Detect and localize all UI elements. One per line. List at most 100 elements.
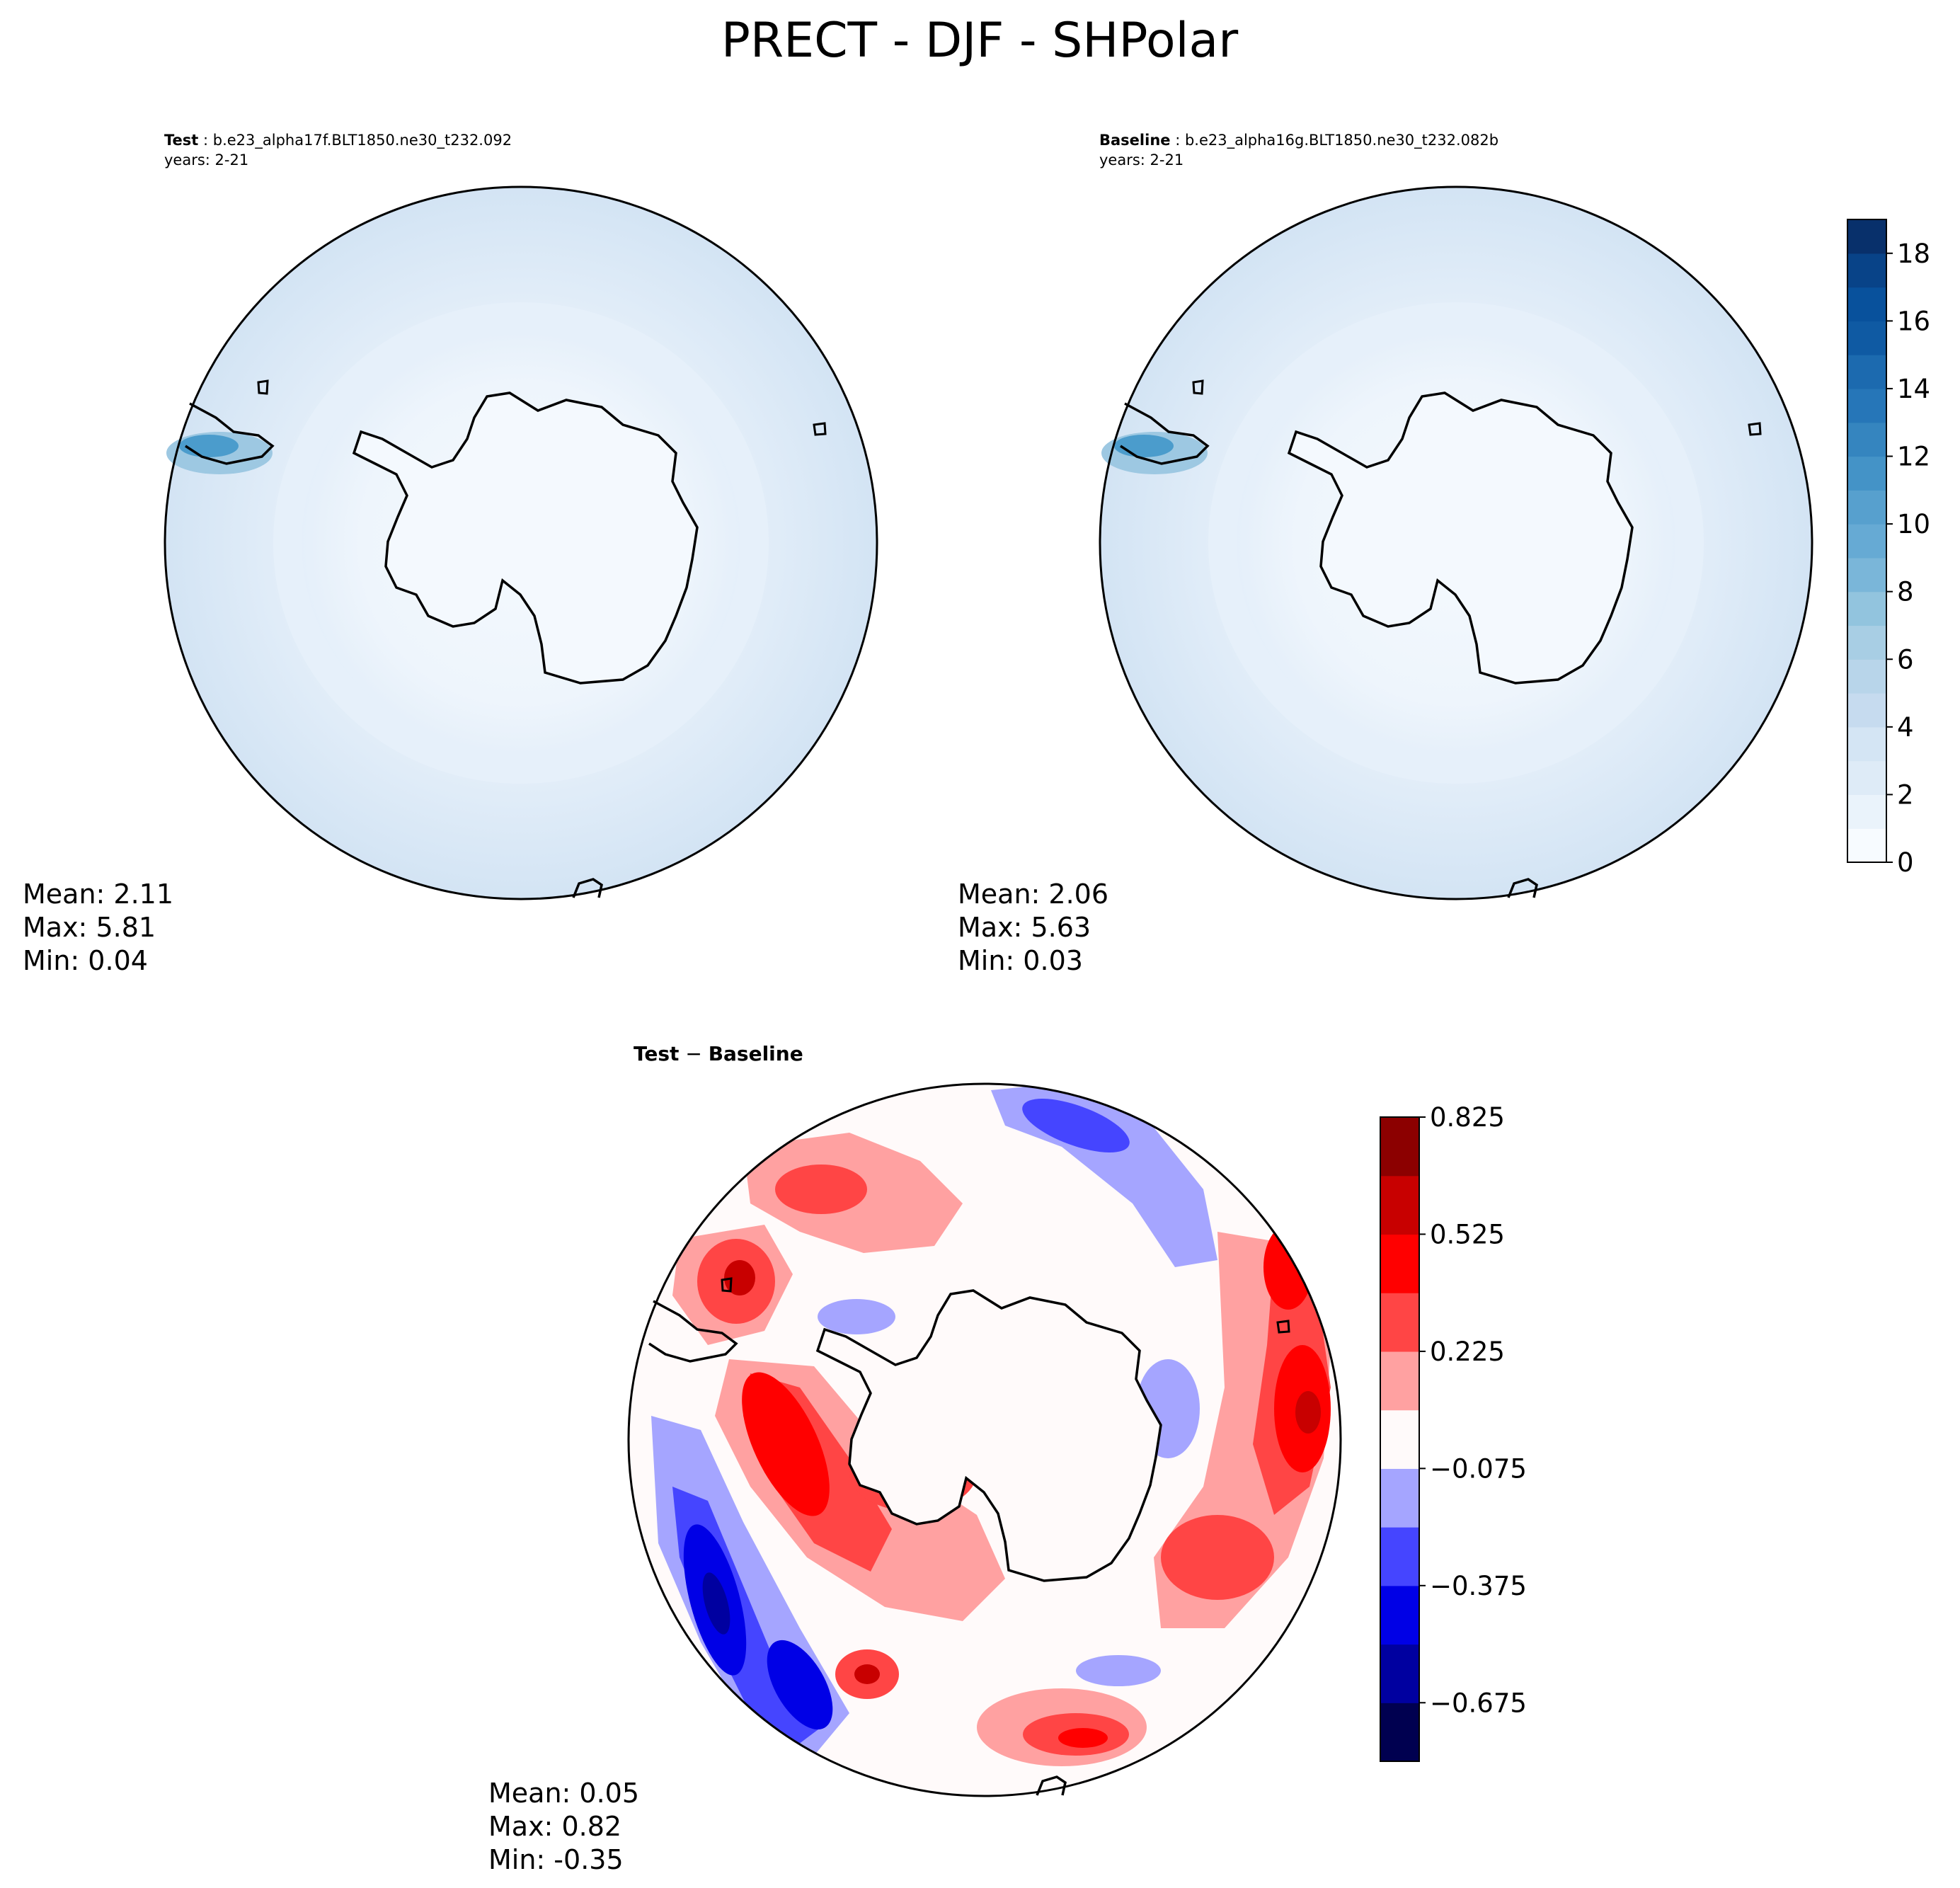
test-label-case: : b.e23_alpha17f.BLT1850.ne30_t232.092 [198, 132, 512, 149]
test-max: Max: 5.81 [23, 912, 156, 943]
difference-map [627, 1082, 1342, 1797]
blues-colorbar-band-10 [1847, 490, 1886, 525]
baseline-antarctica-coastline [1287, 391, 1634, 685]
seismic-colorbar-ticks: 0.825 0.525 0.225 −0.075 −0.375 −0.675 [1419, 1102, 1527, 1718]
blues-colorbar-band-4 [1847, 693, 1886, 728]
blues-colorbar-frame [1847, 219, 1887, 863]
blues-colorbar-band-13 [1847, 388, 1886, 423]
neg-patch-nw [818, 1299, 895, 1334]
baseline-band-inner [1208, 302, 1704, 784]
blues-colorbar-bands [1847, 219, 1886, 863]
test-antarctica-coastline [352, 391, 699, 685]
blues-colorbar-band-9 [1847, 524, 1886, 559]
blues-colorbar-tick-label-5: 10 [1897, 509, 1930, 539]
blues-colorbar-tick-label-8: 16 [1897, 306, 1930, 336]
difference-label-minus: − [679, 1042, 708, 1065]
baseline-south-america-coastline [1120, 402, 1210, 465]
seismic-colorbar-band-2 [1380, 1585, 1419, 1645]
blues-colorbar-band-6 [1847, 625, 1886, 660]
difference-mean: Mean: 0.05 [488, 1778, 639, 1809]
difference-max: Max: 0.82 [488, 1811, 621, 1842]
baseline-label-case: : b.e23_alpha16g.BLT1850.ne30_t232.082b [1171, 132, 1499, 149]
blues-colorbar-band-17 [1847, 253, 1886, 288]
pos-patch-w-max [724, 1260, 755, 1295]
pos-patch-ssw-core [854, 1664, 880, 1684]
seismic-colorbar-bands [1380, 1117, 1419, 1762]
blues-colorbar-band-15 [1847, 321, 1886, 355]
baseline-min: Min: 0.03 [958, 945, 1083, 976]
difference-label-test: Test [634, 1042, 679, 1065]
neg-patch-sw2 [767, 1640, 833, 1730]
seismic-colorbar-tick-label-2: 0.225 [1430, 1337, 1505, 1367]
baseline-map-border [1099, 185, 1813, 900]
test-band-inner [273, 302, 769, 784]
pos-band-sw-max [742, 1372, 830, 1516]
baseline-panel: Baseline : b.e23_alpha16g.BLT1850.ne30_t… [958, 132, 1813, 976]
seismic-colorbar-tick-label-4: −0.375 [1430, 1571, 1527, 1601]
test-map-border [164, 185, 878, 900]
test-map [164, 185, 878, 900]
test-south-america-coastline [185, 402, 275, 465]
neg-band-sw-peak [702, 1572, 730, 1635]
blues-colorbar-tick-label-0: 0 [1897, 847, 1914, 878]
seismic-colorbar-band-10 [1380, 1117, 1419, 1177]
test-island-ne [813, 422, 827, 436]
difference-map-border [627, 1082, 1342, 1797]
baseline-island-ne [1748, 422, 1762, 436]
baseline-mean: Mean: 2.06 [958, 879, 1108, 910]
blues-colorbar-band-0 [1847, 828, 1886, 863]
pos-patch-nw-core [775, 1165, 867, 1214]
baseline-panel-years: years: 2-21 [1099, 151, 1184, 168]
blues-colorbar: 0 2 4 6 8 10 12 14 16 18 [1847, 219, 1930, 878]
blues-colorbar-band-8 [1847, 557, 1886, 593]
difference-panel-label: Test − Baseline [634, 1042, 803, 1065]
baseline-max: Max: 5.63 [958, 912, 1091, 943]
seismic-colorbar-tick-label-1: 0.525 [1430, 1219, 1505, 1249]
seismic-colorbar-band-4 [1380, 1468, 1419, 1528]
blues-colorbar-band-14 [1847, 355, 1886, 389]
baseline-island-w [1192, 379, 1204, 395]
seismic-colorbar-band-6 [1380, 1351, 1419, 1411]
blues-colorbar-tick-label-4: 8 [1897, 577, 1914, 607]
seismic-colorbar: 0.825 0.525 0.225 −0.075 −0.375 −0.675 [1380, 1102, 1527, 1762]
seismic-colorbar-band-9 [1380, 1175, 1419, 1235]
difference-island-ne [1276, 1320, 1290, 1334]
seismic-colorbar-band-7 [1380, 1293, 1419, 1352]
difference-label-baseline: Baseline [709, 1042, 803, 1065]
blues-colorbar-band-1 [1847, 794, 1886, 829]
test-mean: Mean: 2.11 [23, 879, 173, 910]
figure-title: PRECT - DJF - SHPolar [721, 13, 1238, 69]
blues-colorbar-band-5 [1847, 659, 1886, 694]
blues-colorbar-band-7 [1847, 591, 1886, 627]
baseline-map [1099, 185, 1813, 900]
blues-colorbar-band-12 [1847, 422, 1886, 457]
seismic-colorbar-tick-label-5: −0.675 [1430, 1688, 1527, 1718]
test-label-bold: Test [164, 132, 198, 149]
blues-colorbar-band-2 [1847, 760, 1886, 796]
blues-colorbar-tick-label-2: 4 [1897, 712, 1914, 743]
blues-colorbar-band-18 [1847, 219, 1886, 254]
difference-panel: Test − Baseline [488, 1042, 1342, 1875]
test-panel-years: years: 2-21 [164, 151, 248, 168]
blues-colorbar-tick-label-6: 12 [1897, 442, 1930, 472]
pos-patch-s-max [1058, 1728, 1108, 1748]
blues-colorbar-tick-label-7: 14 [1897, 374, 1930, 404]
pos-patch-ne [1263, 1225, 1313, 1310]
blues-colorbar-band-16 [1847, 287, 1886, 321]
neg-band-ne-core [1022, 1099, 1130, 1152]
seismic-colorbar-band-1 [1380, 1644, 1419, 1703]
pos-band-e-peak [1295, 1391, 1321, 1434]
seismic-colorbar-frame [1380, 1116, 1420, 1762]
test-panel: Test : b.e23_alpha17f.BLT1850.ne30_t232.… [23, 132, 878, 976]
test-island-w [257, 379, 269, 395]
blues-colorbar-tick-label-1: 2 [1897, 779, 1914, 810]
neg-patch-s [1076, 1655, 1161, 1686]
seismic-colorbar-band-5 [1380, 1409, 1419, 1469]
test-min: Min: 0.04 [23, 945, 148, 976]
blues-colorbar-tick-label-9: 18 [1897, 239, 1930, 269]
baseline-panel-label: Baseline : b.e23_alpha16g.BLT1850.ne30_t… [1099, 132, 1498, 149]
test-max-patch [179, 435, 239, 457]
blues-colorbar-band-3 [1847, 726, 1886, 762]
difference-island-w [721, 1277, 733, 1293]
